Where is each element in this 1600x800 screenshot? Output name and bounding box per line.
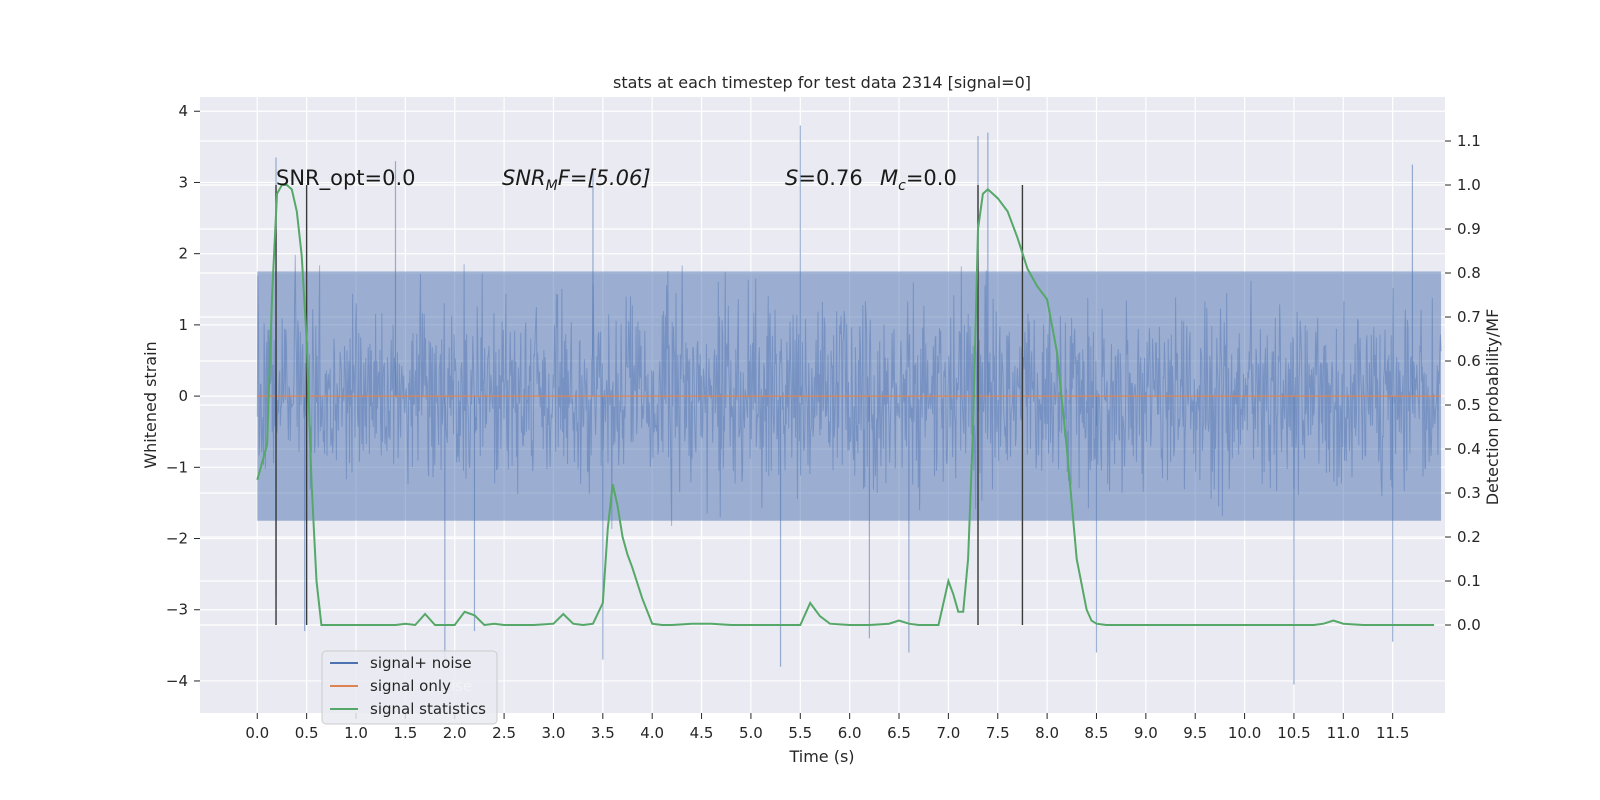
annotation-s-label: S [785,166,798,190]
annotation-mc-subscript: c [898,178,906,194]
right-y-tick-label: 0.2 [1457,528,1481,546]
x-tick-label: 5.5 [788,724,812,742]
right-y-tick-label: 0.3 [1457,484,1481,502]
legend: ise signal+ noise signal only signal sta… [321,650,498,725]
right-y-tick-label: 0.4 [1457,440,1481,458]
x-tick-label: 11.5 [1376,724,1409,742]
x-tick-label: 0.5 [295,724,319,742]
annotation-mc-label: M [880,166,898,190]
right-y-tick-label: 0.6 [1457,352,1481,370]
left-y-tick-label: 2 [178,245,188,263]
x-tick-label: 4.0 [640,724,664,742]
legend-label-signal-statistics: signal statistics [370,700,486,718]
x-tick-label: 2.0 [443,724,467,742]
annotation-snr-mf-prefix: SNR [502,166,546,190]
x-tick-label: 2.5 [492,724,516,742]
x-tick-label: 1.5 [393,724,417,742]
x-tick-label: 8.5 [1085,724,1109,742]
right-y-axis-title: Detection probability/MF [1483,309,1502,506]
chart-title: stats at each timestep for test data 231… [613,73,1031,92]
right-y-tick-label: 0.1 [1457,572,1481,590]
x-tick-label: 3.5 [591,724,615,742]
x-tick-label: 10.5 [1277,724,1310,742]
left-y-tick-label: 0 [178,387,188,405]
annotation-snr-opt: SNR_opt=0.0 [276,166,416,191]
statistics-series [256,184,1435,627]
x-tick-label: 7.0 [936,724,960,742]
x-axis-ticks: 0.0 0.5 1.0 1.5 2.0 2.5 3.0 3.5 4.0 4.5 5.0 5.5 6.0 6… [245,713,1409,742]
left-y-axis-title: Whitened strain [141,341,160,468]
right-y-tick-label: 0.0 [1457,616,1481,634]
annotation-mc-value: =0.0 [906,166,957,190]
x-tick-label: 9.0 [1134,724,1158,742]
left-y-tick-label: −4 [166,672,188,690]
left-y-tick-label: 4 [178,102,188,120]
x-tick-label: 5.0 [739,724,763,742]
right-y-tick-label: 0.7 [1457,308,1481,326]
left-y-tick-label: 3 [178,173,188,191]
statistics-line [256,184,1435,627]
legend-box [321,650,498,725]
x-tick-label: 3.0 [542,724,566,742]
x-tick-label: 4.5 [690,724,714,742]
annotation-snr-mf-subscript: M [546,178,558,194]
right-y-tick-label: 0.9 [1457,220,1481,238]
left-y-tick-label: −3 [166,601,188,619]
x-tick-label: 7.5 [986,724,1010,742]
annotation-snr-mf: SNRMF=[5.06] [502,166,651,194]
legend-label-signal-noise: signal+ noise [370,654,472,672]
right-y-tick-label: 1.1 [1457,132,1481,150]
left-y-tick-label: 1 [178,316,188,334]
legend-label-signal-only: signal only [370,677,451,695]
x-tick-label: 0.0 [245,724,269,742]
x-tick-label: 8.0 [1035,724,1059,742]
left-y-tick-label: −1 [166,458,188,476]
x-tick-label: 6.5 [887,724,911,742]
x-tick-label: 1.0 [344,724,368,742]
x-tick-label: 9.5 [1183,724,1207,742]
right-y-tick-label: 0.5 [1457,396,1481,414]
annotation-s: S=0.76 [785,166,863,190]
right-y-tick-label: 0.8 [1457,264,1481,282]
annotation-snr-mf-suffix: F=[5.06] [558,166,651,190]
annotation-s-value: =0.76 [798,166,862,190]
x-tick-label: 10.0 [1228,724,1261,742]
right-y-axis-ticks: 1.1 1.0 0.9 0.8 0.7 0.6 0.5 0.4 0.3 0.2 0.1 0.0 [1445,132,1481,634]
legend-ghost-text: ise [451,677,472,695]
noise-trace [256,254,1442,530]
right-y-tick-label: 1.0 [1457,176,1481,194]
x-tick-label: 11.0 [1327,724,1360,742]
x-axis-title: Time (s) [788,747,854,766]
left-y-axis-ticks: 4 3 2 1 0 −1 −2 −3 −4 [166,102,200,690]
annotation-mc: Mc=0.0 [880,166,957,194]
x-tick-label: 6.0 [838,724,862,742]
left-y-tick-label: −2 [166,530,188,548]
